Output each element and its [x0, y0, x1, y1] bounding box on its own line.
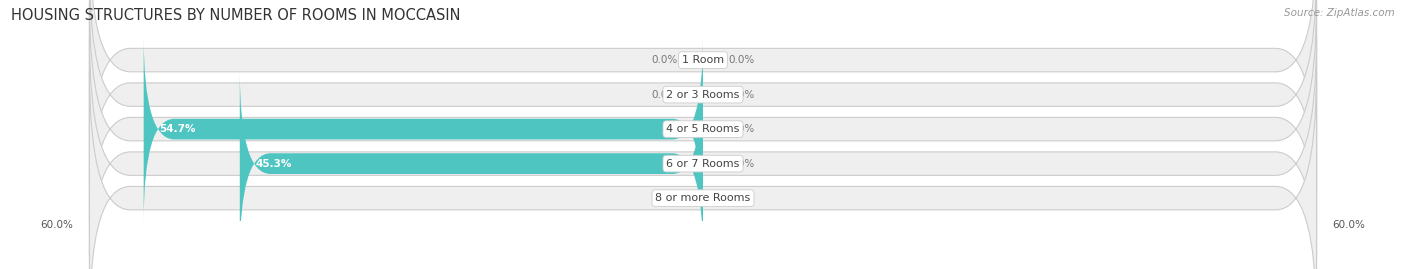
Text: HOUSING STRUCTURES BY NUMBER OF ROOMS IN MOCCASIN: HOUSING STRUCTURES BY NUMBER OF ROOMS IN… — [11, 8, 461, 23]
Text: 4 or 5 Rooms: 4 or 5 Rooms — [666, 124, 740, 134]
FancyBboxPatch shape — [90, 72, 1316, 269]
Text: 1 Room: 1 Room — [682, 55, 724, 65]
Text: 0.0%: 0.0% — [728, 55, 755, 65]
Legend: Owner-occupied, Renter-occupied: Owner-occupied, Renter-occupied — [586, 265, 820, 269]
FancyBboxPatch shape — [90, 0, 1316, 221]
Text: 54.7%: 54.7% — [159, 124, 195, 134]
Text: 0.0%: 0.0% — [728, 90, 755, 100]
FancyBboxPatch shape — [143, 36, 703, 222]
Text: 45.3%: 45.3% — [254, 159, 291, 169]
Text: 0.0%: 0.0% — [651, 90, 678, 100]
Text: 0.0%: 0.0% — [728, 124, 755, 134]
Text: 6 or 7 Rooms: 6 or 7 Rooms — [666, 159, 740, 169]
Text: 0.0%: 0.0% — [651, 55, 678, 65]
FancyBboxPatch shape — [90, 0, 1316, 186]
Text: Source: ZipAtlas.com: Source: ZipAtlas.com — [1284, 8, 1395, 18]
Text: 0.0%: 0.0% — [651, 193, 678, 203]
FancyBboxPatch shape — [240, 70, 703, 257]
Text: 60.0%: 60.0% — [1333, 220, 1365, 229]
Text: 0.0%: 0.0% — [728, 193, 755, 203]
FancyBboxPatch shape — [90, 3, 1316, 256]
Text: 8 or more Rooms: 8 or more Rooms — [655, 193, 751, 203]
Text: 0.0%: 0.0% — [728, 159, 755, 169]
Text: 60.0%: 60.0% — [41, 220, 73, 229]
Text: 2 or 3 Rooms: 2 or 3 Rooms — [666, 90, 740, 100]
FancyBboxPatch shape — [90, 37, 1316, 269]
